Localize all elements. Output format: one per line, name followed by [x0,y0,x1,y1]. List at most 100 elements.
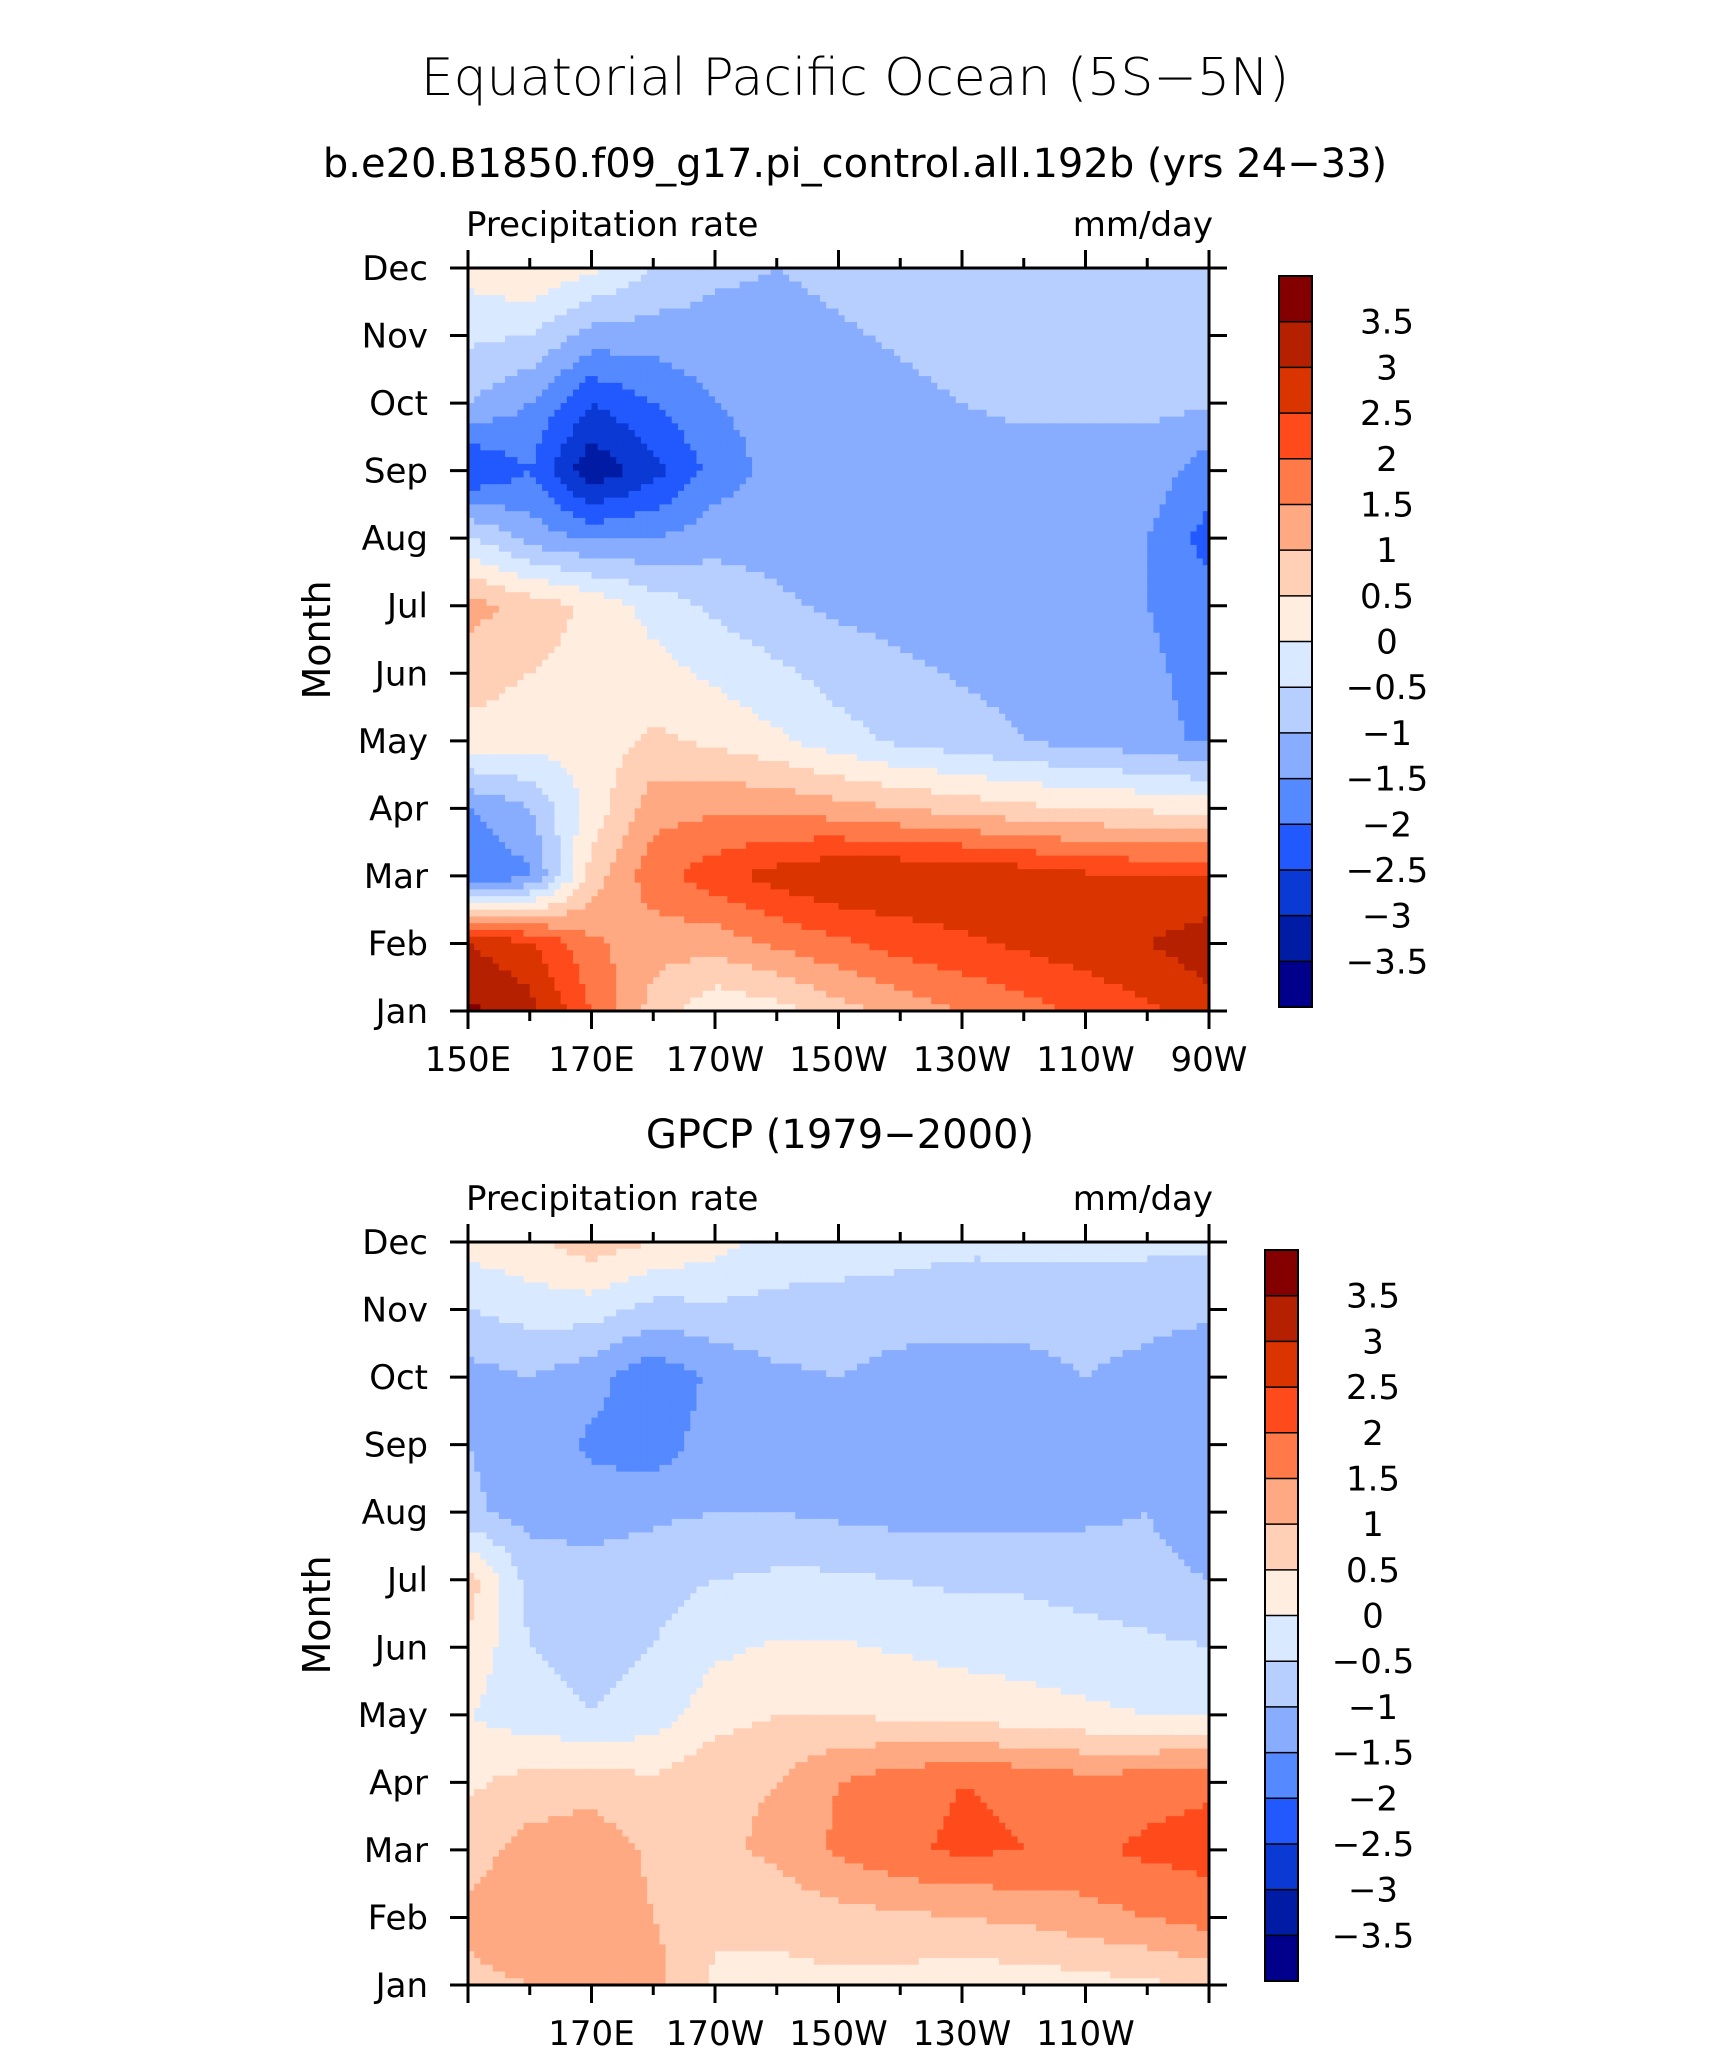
heatmap-cell [1036,463,1043,472]
heatmap-cell [529,457,537,465]
heatmap-cell [603,538,611,546]
heatmap-cell [832,362,840,371]
heatmap-cell [900,328,908,337]
heatmap-cell [857,497,864,506]
heatmap-cell [628,484,636,492]
heatmap-cell [1079,531,1087,539]
heatmap-cell [782,349,790,357]
heatmap-cell [474,281,482,289]
heatmap-cell [992,328,1000,337]
panel-model: Precipitation rate mm/day Month JanFebMa… [295,205,1428,1080]
heatmap-cell [782,416,790,425]
heatmap-cell [696,443,704,452]
heatmap-cell [832,538,840,546]
heatmap-cell [690,524,698,533]
heatmap-cell [1005,450,1013,458]
heatmap-cell [684,517,692,526]
heatmap-cell [480,362,488,371]
heatmap-cell [1171,308,1179,316]
heatmap-cell [955,450,963,458]
heatmap-cell [560,531,568,539]
heatmap-cell [505,281,512,289]
heatmap-cell [468,517,475,526]
heatmap-cell [844,295,852,303]
heatmap-cell [1153,295,1161,303]
heatmap-cell [492,389,500,398]
heatmap-cell [1104,308,1111,316]
heatmap-cell [881,308,889,316]
heatmap-cell [616,497,624,506]
heatmap-cell [1054,436,1062,445]
heatmap-cell [838,423,846,431]
heatmap-cell [838,362,846,371]
heatmap-cell [1184,355,1192,364]
heatmap-cell [1184,301,1192,310]
heatmap-cell [850,308,858,316]
panel-model-ylabel: Month [295,580,339,699]
heatmap-cell [1091,342,1099,350]
heatmap-cell [579,531,587,539]
heatmap-cell [1134,524,1142,533]
heatmap-cell [671,355,679,364]
heatmap-cell [1190,511,1198,519]
heatmap-cell [1110,430,1118,438]
heatmap-cell [1165,322,1173,330]
heatmap-cell [813,457,821,465]
heatmap-cell [795,463,803,472]
heatmap-cell [659,335,667,343]
heatmap-cell [1147,301,1155,310]
heatmap-cell [1171,430,1179,438]
heatmap-cell [807,308,815,316]
heatmap-cell [480,463,488,472]
heatmap-cell [622,517,630,526]
heatmap-cell [844,403,852,411]
heatmap-cell [844,524,852,533]
heatmap-cell [1190,436,1198,445]
heatmap-cell [937,369,945,377]
heatmap-cell [1079,369,1087,377]
heatmap-cell [696,463,704,472]
heatmap-cell [659,281,667,289]
heatmap-cell [1085,409,1093,418]
heatmap-cell [480,335,488,343]
heatmap-cell [492,349,500,357]
heatmap-cell [850,430,858,438]
heatmap-cell [690,470,698,479]
heatmap-cell [869,274,877,283]
heatmap-cell [591,396,599,404]
heatmap-cell [585,463,593,472]
heatmap-cell [894,301,901,310]
heatmap-cell [591,409,599,418]
heatmap-cell [616,423,624,431]
heatmap-cell [548,355,556,364]
heatmap-cell [1079,511,1087,519]
heatmap-cell [1097,484,1105,492]
heatmap-cell [684,538,692,546]
heatmap-cell [1202,315,1210,323]
heatmap-cell [523,477,531,485]
heatmap-cell [640,511,648,519]
heatmap-cell [949,301,957,310]
heatmap-cell [560,490,568,499]
heatmap-cell [548,430,556,438]
heatmap-cell [875,362,883,371]
heatmap-cell [1110,477,1118,485]
heatmap-cell [739,517,747,526]
heatmap-cell [770,538,778,546]
heatmap-cell [894,423,901,431]
heatmap-cell [906,389,914,398]
heatmap-cell [1036,504,1043,512]
heatmap-cell [1178,382,1186,391]
heatmap-cell [628,268,636,276]
heatmap-cell [560,403,568,411]
heatmap-cell [647,409,654,418]
heatmap-cell [838,268,846,276]
heatmap-cell [1122,497,1130,506]
heatmap-cell [1128,477,1136,485]
heatmap-cell [677,423,685,431]
heatmap-cell [1147,463,1155,472]
heatmap-cell [943,369,951,377]
heatmap-cell [603,450,611,458]
heatmap-cell [1110,349,1118,357]
heatmap-cell [511,504,519,512]
